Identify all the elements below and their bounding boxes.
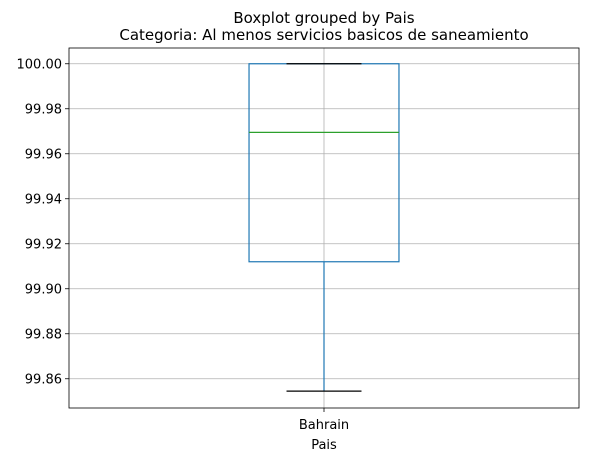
y-tick-label: 99.88 <box>25 327 62 342</box>
x-tick-label: Bahrain <box>299 418 349 433</box>
x-axis-label: Pais <box>311 438 337 453</box>
x-axis-ticks: Bahrain <box>299 408 349 433</box>
y-tick-label: 100.00 <box>17 57 63 72</box>
y-tick-label: 99.92 <box>25 237 62 252</box>
grid-layer <box>69 48 579 408</box>
y-tick-label: 99.86 <box>25 372 62 387</box>
plot-frame <box>68 47 580 409</box>
boxes-layer <box>248 63 400 392</box>
y-tick-label: 99.98 <box>25 102 62 117</box>
chart-subtitle: Categoria: Al menos servicios basicos de… <box>119 26 528 44</box>
box-group <box>248 63 400 392</box>
y-tick-label: 99.94 <box>25 192 62 207</box>
y-axis-ticks: 99.86 99.88 99.90 99.92 99.94 99.96 99.98 100.0… <box>17 57 69 387</box>
y-tick-label: 99.96 <box>25 147 62 162</box>
y-tick-label: 99.90 <box>25 282 62 297</box>
chart-title: Boxplot grouped by Pais <box>233 9 414 27</box>
